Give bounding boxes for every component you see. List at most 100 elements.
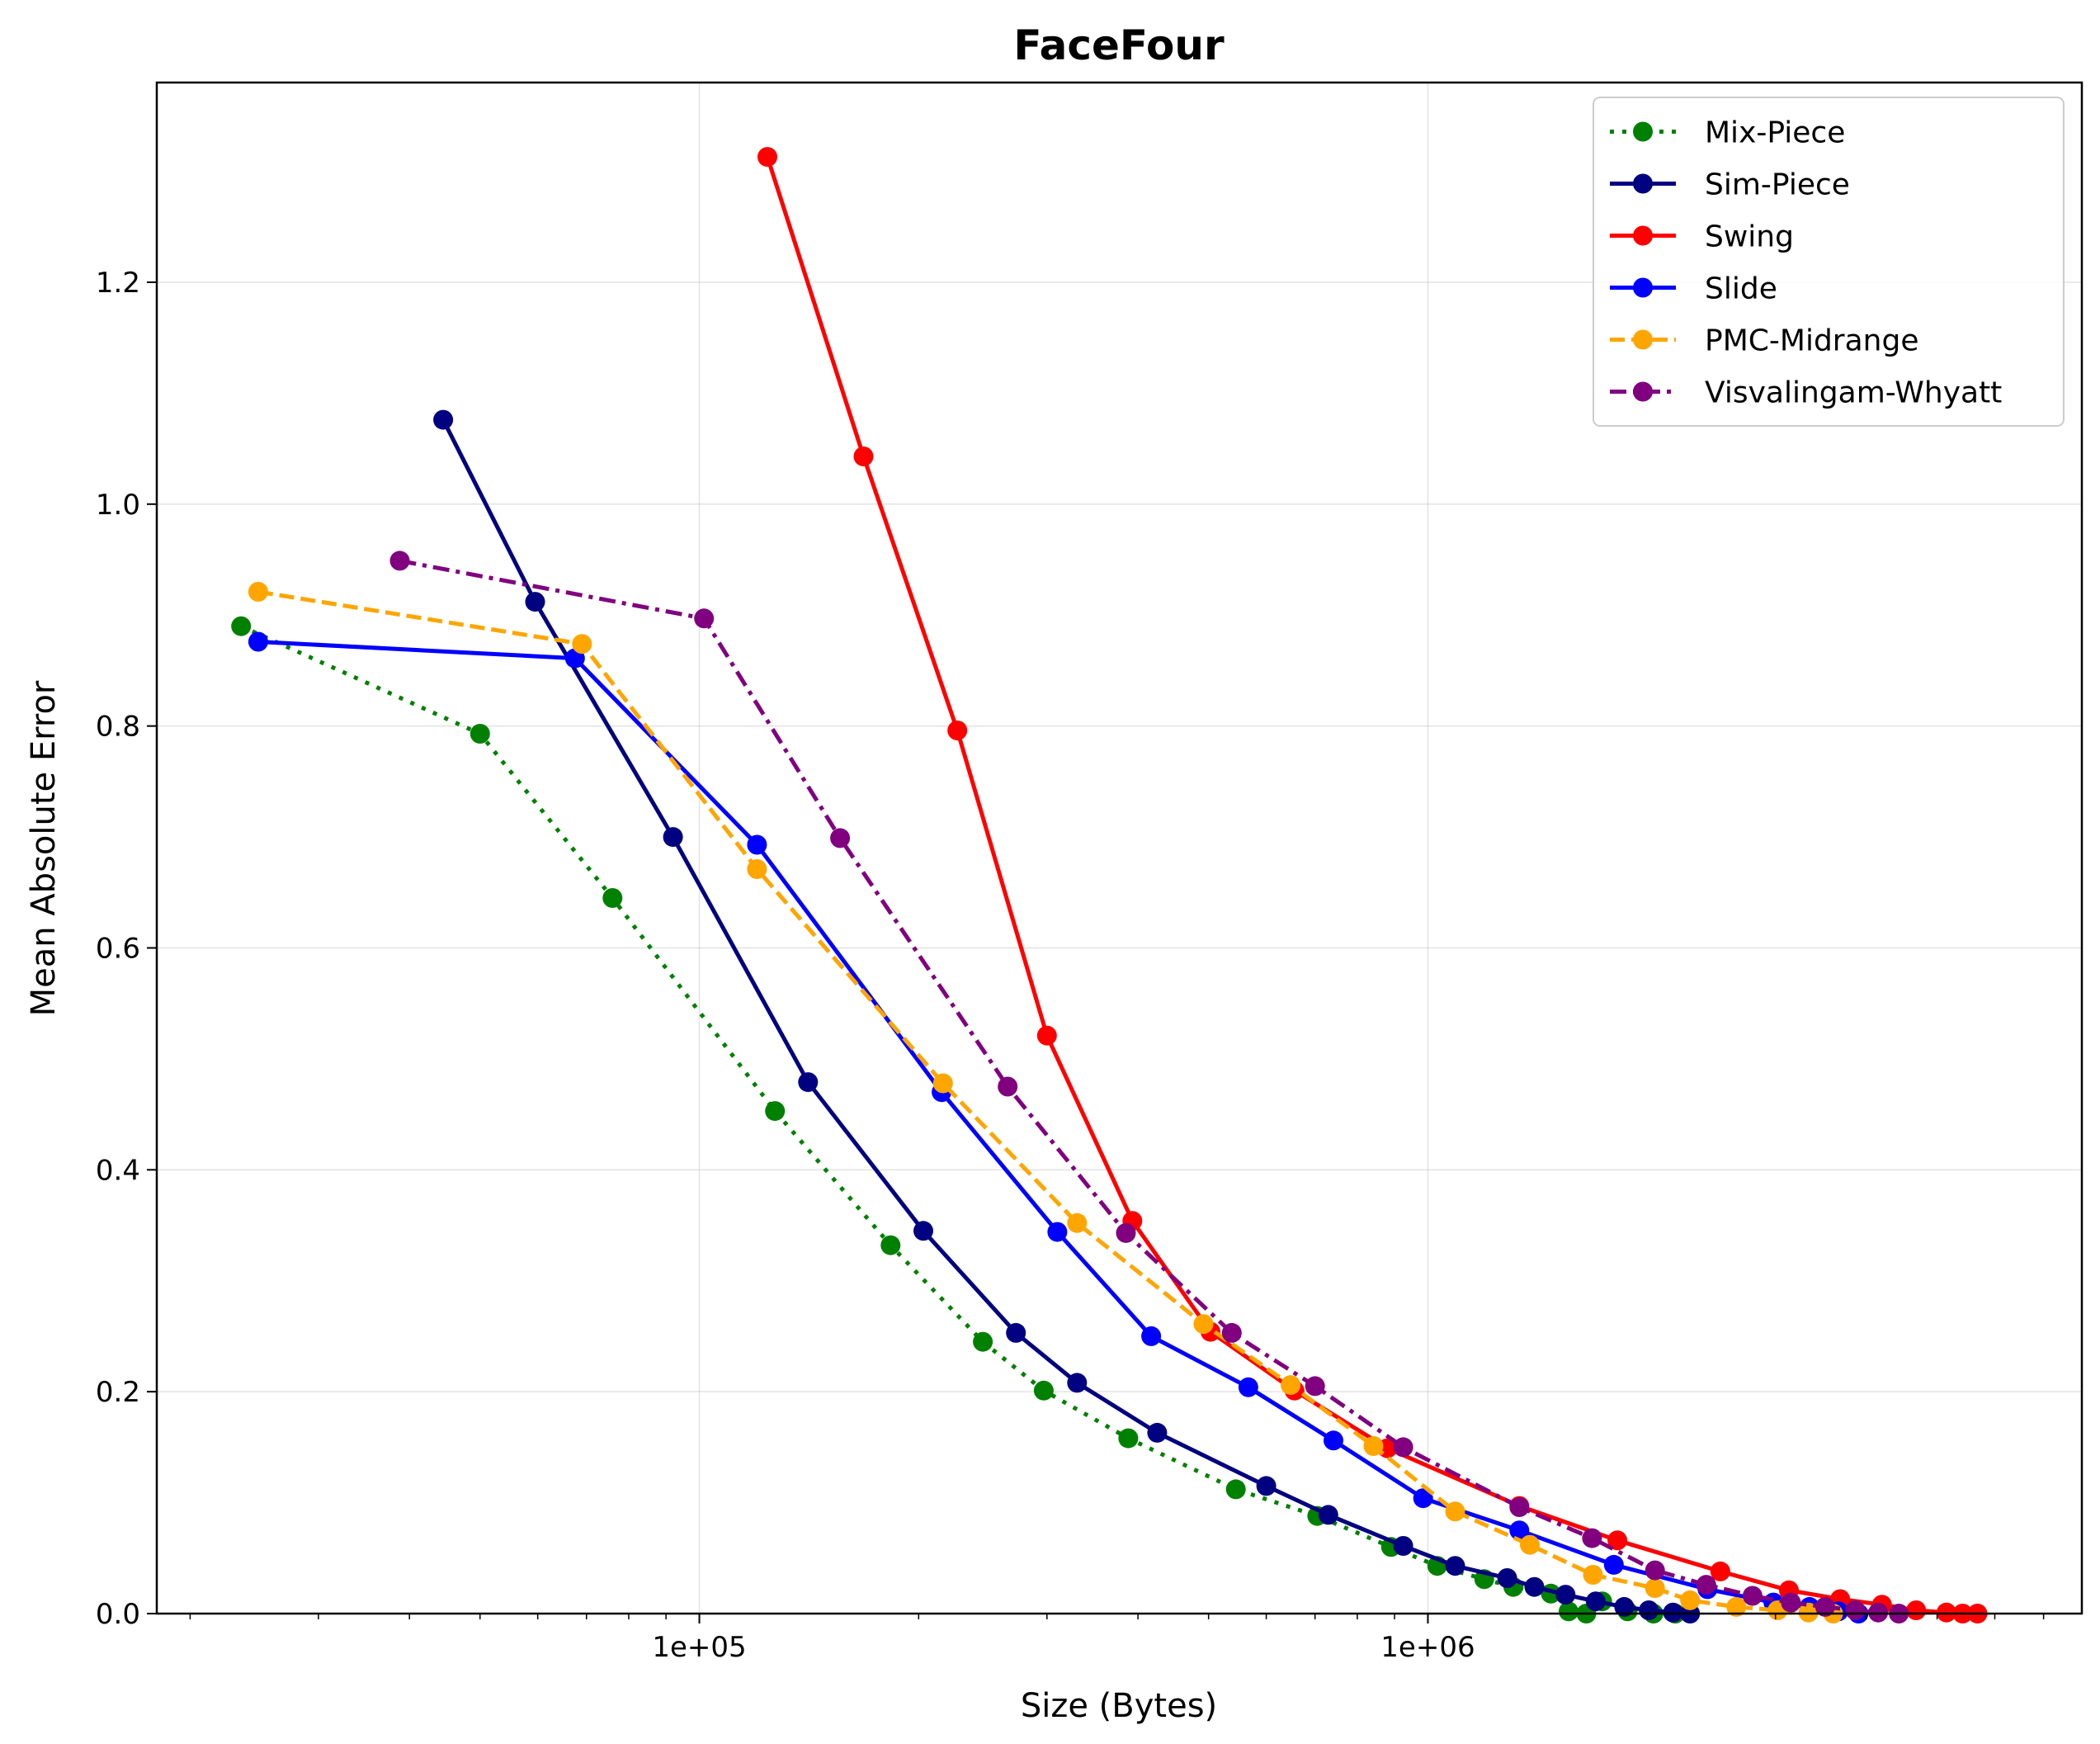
legend-marker	[1633, 381, 1653, 402]
data-point	[1742, 1586, 1763, 1606]
legend-label: Slide	[1705, 272, 1777, 306]
data-point	[853, 447, 874, 466]
data-point	[1798, 1602, 1819, 1623]
legend-label: Mix-Piece	[1705, 116, 1845, 150]
axis-ticks: 0.0 0.2 0.4 0.6 0.8 1.0 1.2 1e+05 1e+06	[96, 267, 2045, 1664]
data-point	[913, 1221, 933, 1241]
chart-title: FaceFour	[1013, 21, 1225, 69]
data-point	[1781, 1592, 1801, 1613]
data-point	[433, 409, 454, 430]
data-point	[1559, 1601, 1579, 1622]
y-tick-label: 1.2	[96, 267, 140, 300]
data-point	[1868, 1602, 1889, 1623]
data-point	[1710, 1561, 1730, 1581]
data-point	[880, 1235, 901, 1255]
series-pmc-midrange	[248, 582, 1843, 1623]
legend-marker	[1633, 121, 1653, 142]
data-point	[1305, 1376, 1325, 1397]
data-point	[1509, 1520, 1530, 1541]
legend-label: Swing	[1705, 220, 1794, 254]
data-point	[1582, 1528, 1602, 1548]
data-point	[1067, 1373, 1088, 1393]
data-point	[248, 582, 268, 602]
y-tick-label: 0.6	[96, 932, 140, 965]
data-point	[248, 631, 268, 652]
data-point	[830, 828, 851, 848]
data-point	[1413, 1488, 1433, 1509]
data-point	[1696, 1575, 1716, 1595]
data-point	[1520, 1534, 1540, 1555]
data-point	[1663, 1602, 1683, 1623]
legend-marker	[1633, 173, 1653, 194]
y-tick-label: 0.4	[96, 1154, 140, 1187]
data-point	[1645, 1578, 1665, 1599]
legend-box	[1593, 97, 2065, 427]
data-point	[1680, 1590, 1701, 1610]
data-point	[1047, 1222, 1068, 1242]
x-axis-label: Size (Bytes)	[1021, 1687, 1217, 1725]
data-point	[1141, 1326, 1162, 1346]
legend: Mix-Piece Sim-Piece Swing Slide PMC-Midrange…	[1593, 97, 2065, 427]
data-point	[1281, 1375, 1301, 1396]
series-line	[257, 589, 1833, 1616]
x-tick-label: 1e+05	[652, 1631, 746, 1664]
plot-frame	[155, 81, 2083, 1615]
data-point	[1445, 1556, 1465, 1576]
data-point	[602, 888, 623, 908]
data-point	[798, 1072, 819, 1093]
data-point	[1607, 1530, 1628, 1551]
data-point	[932, 1073, 953, 1094]
legend-marker	[1633, 277, 1653, 298]
data-point	[231, 616, 252, 636]
legend-label: PMC-Midrange	[1705, 324, 1919, 358]
data-point	[1225, 1479, 1246, 1500]
data-point	[1116, 1222, 1136, 1243]
data-point	[747, 834, 767, 855]
legend-label: Visvalingam-Whyatt	[1705, 376, 2002, 410]
data-point	[1583, 1565, 1603, 1585]
plot-series	[231, 147, 1988, 1623]
data-point	[663, 827, 683, 848]
data-point	[1006, 1322, 1026, 1343]
data-point	[1445, 1501, 1465, 1522]
data-point	[694, 608, 715, 629]
data-point	[1555, 1585, 1576, 1605]
x-tick-label: 1e+06	[1380, 1631, 1475, 1664]
data-point	[1845, 1600, 1866, 1620]
series-swing	[757, 147, 1988, 1623]
y-tick-label: 1.0	[96, 489, 140, 522]
data-point	[1814, 1596, 1835, 1617]
data-point	[1147, 1422, 1168, 1443]
data-point	[998, 1076, 1018, 1097]
data-point	[389, 551, 410, 571]
data-point	[947, 721, 968, 740]
data-point	[1614, 1596, 1635, 1617]
series-visvalingam-whyatt	[389, 551, 1909, 1623]
y-tick-label: 0.2	[96, 1376, 140, 1409]
data-point	[757, 147, 777, 168]
data-point	[1393, 1536, 1413, 1556]
data-point	[1193, 1314, 1214, 1335]
data-point	[1585, 1591, 1606, 1612]
data-point	[525, 592, 545, 612]
legend-marker	[1633, 225, 1653, 246]
data-point	[1497, 1568, 1517, 1588]
data-point	[572, 634, 592, 655]
data-point	[1726, 1596, 1747, 1617]
data-point	[1036, 1025, 1057, 1046]
legend-label: Sim-Piece	[1705, 168, 1850, 202]
y-tick-label: 0.0	[96, 1598, 140, 1631]
data-point	[1393, 1437, 1413, 1458]
data-point	[1509, 1497, 1530, 1517]
data-point	[1256, 1476, 1277, 1496]
data-point	[470, 724, 490, 744]
data-point	[973, 1331, 993, 1352]
data-point	[1238, 1377, 1258, 1397]
data-point	[1906, 1600, 1927, 1620]
data-point	[1221, 1322, 1242, 1343]
data-point	[1639, 1600, 1659, 1620]
series-sim-piece	[433, 409, 1701, 1623]
y-tick-label: 0.8	[96, 711, 140, 744]
data-point	[1118, 1428, 1139, 1449]
